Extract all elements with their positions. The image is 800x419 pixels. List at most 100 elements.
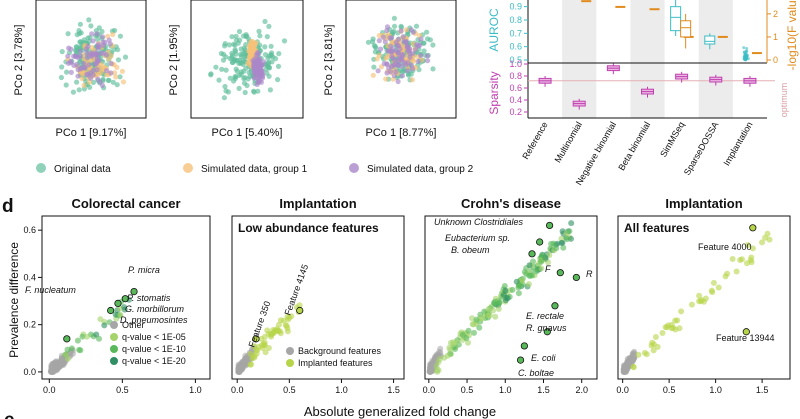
feature-point <box>641 349 648 356</box>
point-annotation: E. rectale <box>526 311 564 321</box>
plot-subtitle: Low abundance features <box>238 221 379 235</box>
pcoa-point <box>380 34 386 40</box>
feature-point <box>737 257 744 263</box>
pcoa-point <box>383 76 389 82</box>
feature-point <box>463 335 470 342</box>
auroc-tick-label: 0.5 <box>509 55 522 65</box>
feature-point <box>664 324 670 331</box>
legend-dot <box>286 359 294 367</box>
feature-point <box>450 339 457 346</box>
legend-label: q-value < 1E-05 <box>122 332 186 342</box>
pcoa-point <box>94 67 100 73</box>
pcoa-point <box>375 68 381 74</box>
pcoa-point <box>84 50 90 56</box>
labeled-point <box>121 295 129 303</box>
feature-point <box>538 265 545 272</box>
sparsity-tick-label: 0.4 <box>509 95 522 105</box>
pcoa-point <box>68 46 74 52</box>
pcoa-point <box>104 68 110 74</box>
pcoa-point <box>266 23 272 29</box>
pcoa-point <box>233 33 239 39</box>
auroc-box <box>704 35 716 45</box>
feature-point <box>759 239 765 246</box>
point-annotation: Feature 350 <box>246 300 272 349</box>
sparsity-ylabel: Sparsity <box>487 71 501 114</box>
feature-point <box>434 368 441 375</box>
pcoa-point <box>108 53 114 59</box>
feature-point <box>688 301 695 308</box>
pcoa-point <box>74 79 80 85</box>
plot-frame <box>231 215 405 380</box>
feature-point <box>715 284 722 291</box>
pcoa-point <box>242 89 248 96</box>
pcoa-point <box>70 89 76 95</box>
legend-label: Background features <box>298 346 382 356</box>
pcoa-point <box>275 63 282 69</box>
feature-point <box>470 321 477 328</box>
legend-dot-group2 <box>349 163 359 173</box>
point-annotation: C. boltae <box>518 368 554 378</box>
pcoa-point <box>251 62 257 68</box>
pcoa-point <box>418 36 424 42</box>
pcoa-point <box>229 34 235 40</box>
pcoa-point <box>76 87 82 93</box>
pcoa-point <box>208 72 214 78</box>
pcoa-point <box>243 31 249 38</box>
pcoa-panel-1: PCo 2 [3.78%] PCo 1 [9.17%] <box>13 0 147 139</box>
feature-point <box>504 295 511 302</box>
pcoa-point <box>234 68 240 74</box>
pcoa-point <box>412 47 418 53</box>
auroc-chart: 0.9 0.8 0.7 0.6 0.5 2 1 0 1.0 0.8 0.6 0.4 0.2 Referen… <box>487 0 799 187</box>
labeled-point <box>63 335 71 343</box>
pcoa-point <box>242 75 248 81</box>
feature-point <box>545 259 551 266</box>
background-point <box>243 355 250 362</box>
auroc-point <box>744 57 748 61</box>
x-tick-label: 1.0 <box>189 385 202 395</box>
pcoa-point <box>372 49 378 55</box>
auroc-tick-label: 0.6 <box>509 42 522 52</box>
feature-point <box>630 364 637 371</box>
pcoa-point <box>114 82 120 88</box>
feature-point <box>635 351 642 358</box>
pcoa-point <box>79 76 85 82</box>
pcoa-xlabel: PCo 1 [5.40%] <box>212 127 283 139</box>
background-point <box>237 365 244 372</box>
labeled-point <box>130 287 138 296</box>
pcoa-point <box>83 46 89 52</box>
panel-d-plot: Implantation All features 0.0 0.5 1.0 1.5 <box>616 196 791 395</box>
pcoa-point <box>63 82 69 88</box>
labeled-point <box>546 221 554 230</box>
feature-point <box>533 268 540 275</box>
panel-d-plot: Implantation Low abundance features 0.0 0.5… <box>231 196 405 395</box>
pcoa-point <box>232 75 238 82</box>
pcoa-point <box>65 53 71 59</box>
feature-point <box>485 306 492 313</box>
pcoa-point <box>88 23 94 29</box>
pcoa-point <box>88 75 94 81</box>
pcoa-point <box>382 39 388 45</box>
pcoa-point <box>257 78 263 84</box>
auroc-tick-label: 0.9 <box>509 2 522 12</box>
pcoa-point <box>74 32 80 38</box>
method-label: SparseDOSSA <box>682 120 721 177</box>
feature-point <box>121 304 128 311</box>
pcoa-point <box>68 60 74 66</box>
labeled-point <box>556 269 564 277</box>
method-label: SimMSeq <box>658 120 686 159</box>
pcoa-points <box>58 17 129 95</box>
pcoa-point <box>398 56 405 62</box>
method-band <box>630 0 665 118</box>
feature-point <box>96 335 102 342</box>
feature-point <box>558 239 565 246</box>
point-annotation: F <box>545 264 551 274</box>
pcoa-point <box>246 69 252 76</box>
panel-letter-e: e <box>4 410 15 419</box>
pcoa-point <box>396 62 402 68</box>
pcoa-point <box>77 21 83 27</box>
optimum-label: optimum <box>779 83 789 118</box>
pcoa-ylabel: PCo 2 [3.78%] <box>13 25 25 96</box>
pcoa-point <box>370 72 376 78</box>
method-label: Reference <box>520 120 549 161</box>
pcoa-point <box>400 34 406 40</box>
